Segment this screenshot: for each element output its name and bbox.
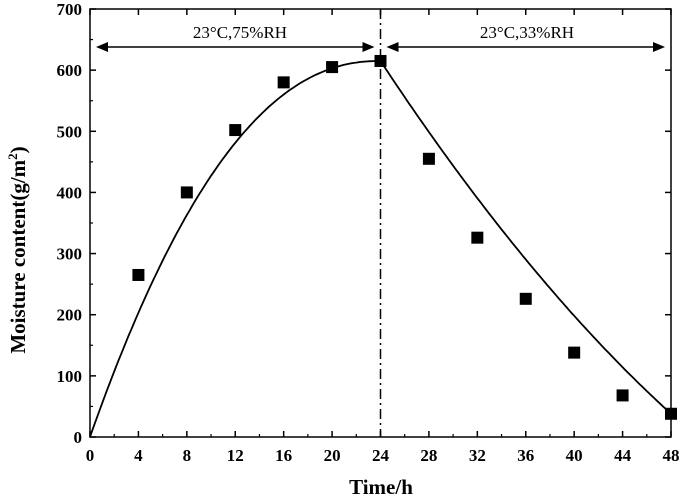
arrowhead-left — [96, 42, 108, 52]
axis-ticks: 0 4 8 12 16 20 24 28 32 36 40 44 4801002003004005006… — [57, 0, 680, 465]
y-axis-title-superscript: 2 — [5, 153, 20, 160]
data-point — [180, 186, 193, 199]
y-tick-label: 100 — [57, 367, 83, 386]
x-tick-label: 24 — [372, 446, 390, 465]
data-point — [132, 268, 145, 281]
arrowhead-right — [653, 42, 665, 52]
x-axis-title: Time/h — [349, 475, 413, 499]
data-point — [422, 152, 435, 165]
data-point — [616, 389, 629, 402]
data-point — [374, 54, 387, 67]
data-point — [665, 407, 677, 420]
region-label-absorption: 23°C,75%RH — [193, 23, 287, 42]
x-tick-label: 40 — [566, 446, 583, 465]
x-tick-label: 8 — [183, 446, 192, 465]
y-tick-label: 200 — [57, 306, 83, 325]
x-tick-label: 28 — [420, 446, 437, 465]
fit-curve-absorption — [89, 60, 381, 438]
x-tick-label: 32 — [469, 446, 486, 465]
region-label-desorption: 23°C,33%RH — [480, 23, 574, 42]
data-point — [568, 346, 581, 359]
data-point — [229, 124, 242, 137]
data-point — [277, 76, 290, 89]
y-tick-label: 700 — [57, 0, 83, 19]
data-layer — [89, 9, 677, 438]
x-tick-label: 4 — [134, 446, 143, 465]
x-tick-label: 16 — [275, 446, 292, 465]
data-point — [326, 61, 339, 74]
y-axis-title-main: Moisture content(g/m — [6, 159, 30, 353]
fit-curve-desorption — [379, 60, 672, 415]
x-tick-label: 44 — [614, 446, 632, 465]
data-point — [519, 292, 532, 305]
y-tick-label: 600 — [57, 61, 83, 80]
x-tick-label: 12 — [227, 446, 244, 465]
y-tick-label: 400 — [57, 183, 83, 202]
y-tick-label: 500 — [57, 122, 83, 141]
y-axis-title: Moisture content(g/m2) — [5, 146, 30, 353]
arrowhead-right — [362, 42, 375, 52]
y-axis-title-close: ) — [6, 146, 30, 153]
y-tick-label: 0 — [74, 428, 83, 447]
data-point — [471, 231, 484, 244]
x-tick-label: 36 — [517, 446, 534, 465]
y-tick-label: 300 — [57, 245, 83, 264]
x-tick-label: 0 — [86, 446, 95, 465]
x-tick-label: 20 — [324, 446, 341, 465]
x-tick-label: 48 — [663, 446, 680, 465]
arrowhead-left — [386, 42, 399, 52]
